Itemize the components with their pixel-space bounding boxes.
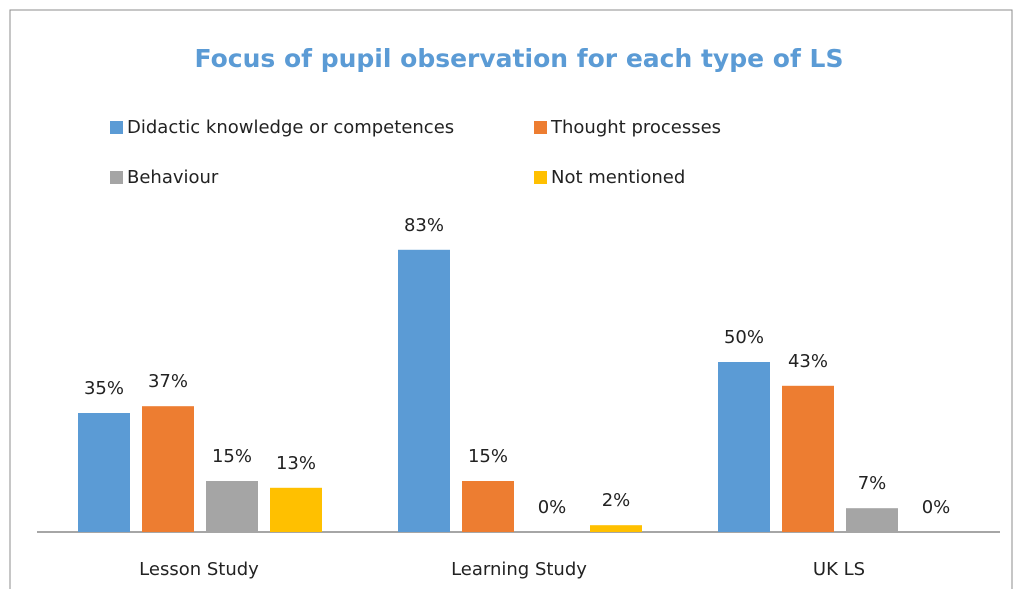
legend-label: Not mentioned — [551, 167, 685, 188]
legend-label: Behaviour — [127, 167, 219, 188]
value-label: 15% — [212, 446, 252, 467]
value-label: 83% — [404, 215, 444, 236]
legend-swatch — [110, 171, 123, 184]
bar — [782, 385, 834, 532]
bar — [462, 481, 514, 532]
value-label: 0% — [922, 497, 951, 518]
bar — [718, 362, 770, 532]
value-label: 35% — [84, 378, 124, 399]
legend-label: Thought processes — [550, 117, 721, 138]
x-tick-label: Lesson Study — [139, 559, 259, 580]
value-label: 2% — [602, 490, 631, 511]
legend-swatch — [110, 121, 123, 134]
value-label: 7% — [858, 473, 887, 494]
legend-label: Didactic knowledge or competences — [127, 117, 454, 138]
value-label: 15% — [468, 446, 508, 467]
x-tick-label: Learning Study — [451, 559, 587, 580]
bar — [78, 413, 130, 532]
legend-swatch — [534, 121, 547, 134]
legend-swatch — [534, 171, 547, 184]
value-label: 50% — [724, 327, 764, 348]
bar — [590, 525, 642, 532]
value-label: 43% — [788, 351, 828, 372]
value-label: 13% — [276, 453, 316, 474]
bar — [270, 487, 322, 532]
chart-title: Focus of pupil observation for each type… — [195, 44, 844, 73]
bar — [846, 508, 898, 532]
bar — [142, 406, 194, 532]
bar — [398, 249, 450, 533]
x-tick-label: UK LS — [813, 559, 865, 580]
value-label: 0% — [538, 497, 567, 518]
value-label: 37% — [148, 371, 188, 392]
bar — [206, 481, 258, 532]
